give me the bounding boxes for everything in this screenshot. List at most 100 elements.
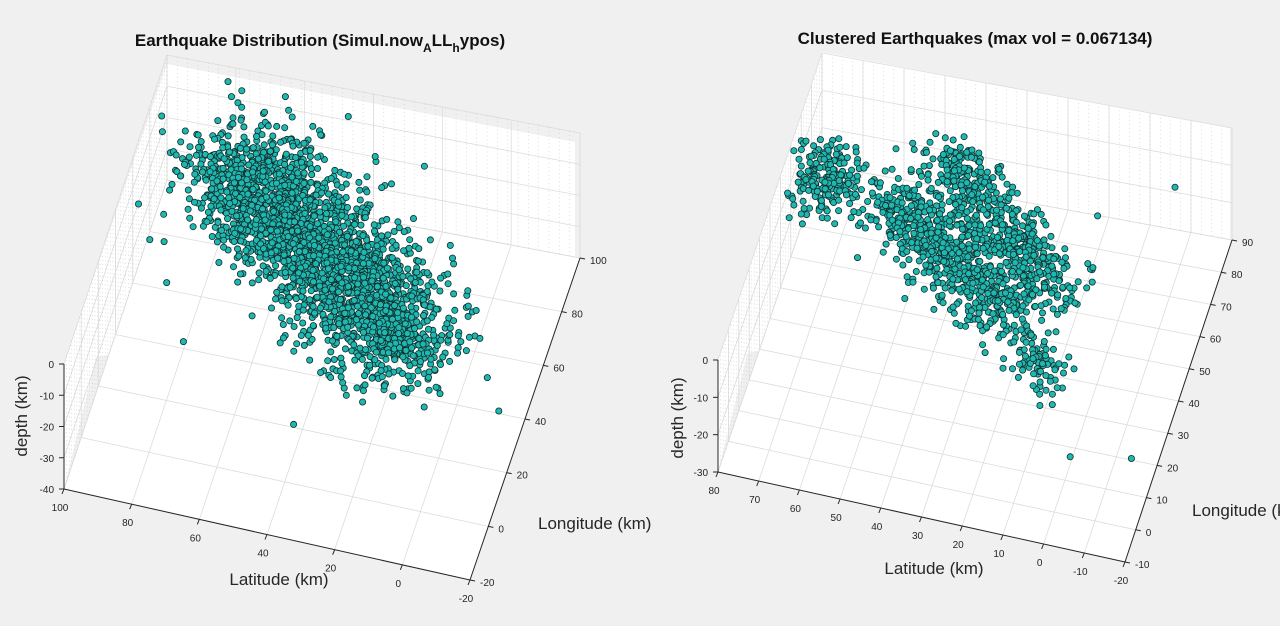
axes-left[interactable]: 100 80 60 40 20 0 -20 -20 0 20 40 60 80 100 0 -10 -20 -30… (12, 31, 651, 605)
x-tick-label: 50 (831, 513, 843, 524)
x-tick-mark (264, 534, 268, 540)
earthquake-point (1000, 321, 1008, 329)
earthquake-point (361, 381, 369, 389)
earthquake-point (338, 184, 346, 192)
earthquake-point (369, 323, 377, 331)
earthquake-point (299, 319, 307, 327)
earthquake-point (282, 150, 290, 158)
earthquake-point (852, 190, 860, 198)
earthquake-point (344, 304, 352, 312)
earthquake-point (372, 348, 380, 356)
z-tick-label: -30 (40, 454, 55, 465)
earthquake-point (816, 136, 824, 144)
earthquake-point (444, 270, 452, 278)
earthquake-point (383, 264, 391, 272)
earthquake-point (1022, 308, 1030, 316)
earthquake-point (960, 164, 968, 172)
earthquake-point (414, 380, 422, 388)
earthquake-point (331, 307, 339, 315)
earthquake-point (266, 274, 274, 282)
earthquake-point (340, 170, 348, 178)
y-tick-label: -20 (480, 578, 495, 589)
earthquake-point (245, 161, 253, 169)
earthquake-point (886, 194, 894, 202)
earthquake-point (289, 240, 297, 248)
earthquake-point (1033, 236, 1041, 244)
x-tick-label: 80 (708, 486, 720, 497)
earthquake-point (272, 295, 280, 303)
earthquake-point (233, 245, 241, 253)
earthquake-point (299, 306, 307, 314)
earthquake-point (903, 273, 911, 281)
earthquake-point (414, 367, 422, 375)
earthquake-point (368, 277, 376, 285)
earthquake-point (964, 231, 972, 239)
earthquake-point (219, 175, 227, 183)
earthquake-point (955, 249, 963, 257)
earthquake-point (1012, 311, 1020, 319)
earthquake-point (289, 264, 297, 272)
earthquake-point (908, 238, 916, 246)
earthquake-point (361, 213, 369, 221)
earthquake-point (907, 214, 915, 222)
earthquake-point (959, 225, 967, 233)
x-tick-label: -10 (1073, 567, 1088, 578)
y-tick-label: 10 (1156, 496, 1168, 507)
earthquake-point (990, 289, 998, 297)
earthquake-point (208, 232, 216, 240)
earthquake-point (249, 168, 257, 176)
y-tick-label: 0 (498, 524, 504, 535)
earthquake-point (299, 287, 307, 295)
earthquake-point (364, 242, 372, 250)
earthquake-point (427, 355, 435, 363)
earthquake-point (197, 137, 205, 145)
earthquake-point (395, 324, 403, 332)
earthquake-point (372, 291, 380, 299)
x-tick-label: 100 (52, 503, 69, 514)
earthquake-point (394, 218, 402, 226)
x-tick-mark (196, 519, 200, 525)
grid-line-z-back (166, 85, 581, 165)
earthquake-point (273, 288, 281, 296)
earthquake-point (1060, 369, 1068, 377)
earthquake-point (1014, 373, 1022, 381)
earthquake-point (378, 232, 386, 240)
earthquake-point (306, 356, 314, 364)
earthquake-point (213, 177, 221, 185)
earthquake-point (831, 220, 839, 228)
earthquake-point (1083, 284, 1091, 292)
earthquake-point (290, 218, 298, 226)
earthquake-point (1002, 258, 1010, 266)
earthquake-point (339, 379, 347, 387)
earthquake-point (882, 240, 890, 248)
earthquake-point (448, 254, 456, 262)
earthquake-point (933, 216, 941, 224)
y-tick-label: 60 (553, 363, 565, 374)
earthquake-point (920, 285, 928, 293)
earthquake-point (901, 294, 909, 302)
earthquake-point (935, 193, 943, 201)
earthquake-point (238, 103, 246, 111)
earthquake-point (181, 127, 189, 135)
ticks-left: 100 80 60 40 20 0 -20 -20 0 20 40 60 80 100 0 -10 -20 -30… (40, 256, 608, 605)
earthquake-point (785, 214, 793, 222)
earthquake-point (213, 238, 221, 246)
earthquake-point (201, 194, 209, 202)
earthquake-point (185, 195, 193, 203)
earthquake-point (268, 239, 276, 247)
earthquake-point (359, 328, 367, 336)
earthquake-point (423, 349, 431, 357)
earthquake-point (948, 287, 956, 295)
earthquake-point (240, 133, 248, 141)
earthquake-point (955, 285, 963, 293)
earthquake-point (991, 219, 999, 227)
earthquake-point (336, 367, 344, 375)
earthquake-point (1050, 270, 1058, 278)
y-tick-label: 0 (1146, 528, 1152, 539)
earthquake-point (450, 260, 458, 268)
earthquake-point (911, 186, 919, 194)
earthquake-point (958, 242, 966, 250)
earthquake-point (1015, 348, 1023, 356)
earthquake-point (977, 222, 985, 230)
earthquake-point (971, 221, 979, 229)
